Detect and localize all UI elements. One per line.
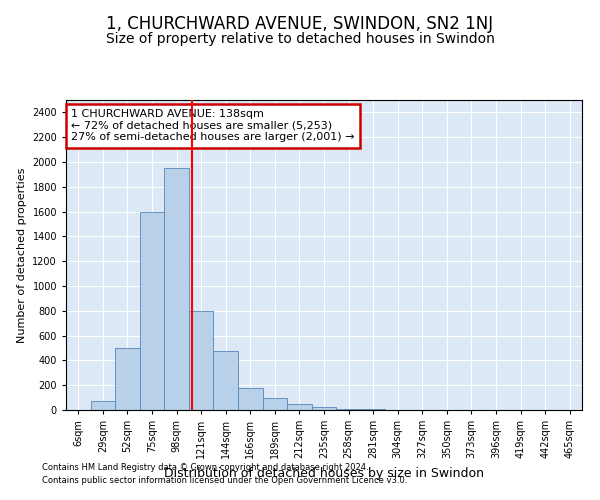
Text: Contains public sector information licensed under the Open Government Licence v3: Contains public sector information licen…: [42, 476, 407, 485]
Bar: [312, 407, 336, 410]
Bar: [263, 398, 287, 410]
Bar: [189, 311, 214, 410]
Bar: [164, 168, 189, 410]
Bar: [287, 404, 312, 410]
Bar: [115, 348, 140, 410]
X-axis label: Distribution of detached houses by size in Swindon: Distribution of detached houses by size …: [164, 466, 484, 479]
Text: 1 CHURCHWARD AVENUE: 138sqm
← 72% of detached houses are smaller (5,253)
27% of : 1 CHURCHWARD AVENUE: 138sqm ← 72% of det…: [71, 110, 355, 142]
Bar: [336, 409, 361, 410]
Text: Contains HM Land Registry data © Crown copyright and database right 2024.: Contains HM Land Registry data © Crown c…: [42, 464, 368, 472]
Text: 1, CHURCHWARD AVENUE, SWINDON, SN2 1NJ: 1, CHURCHWARD AVENUE, SWINDON, SN2 1NJ: [106, 15, 494, 33]
Bar: [238, 388, 263, 410]
Text: Size of property relative to detached houses in Swindon: Size of property relative to detached ho…: [106, 32, 494, 46]
Y-axis label: Number of detached properties: Number of detached properties: [17, 168, 26, 342]
Bar: [214, 351, 238, 410]
Bar: [140, 212, 164, 410]
Bar: [91, 400, 115, 410]
